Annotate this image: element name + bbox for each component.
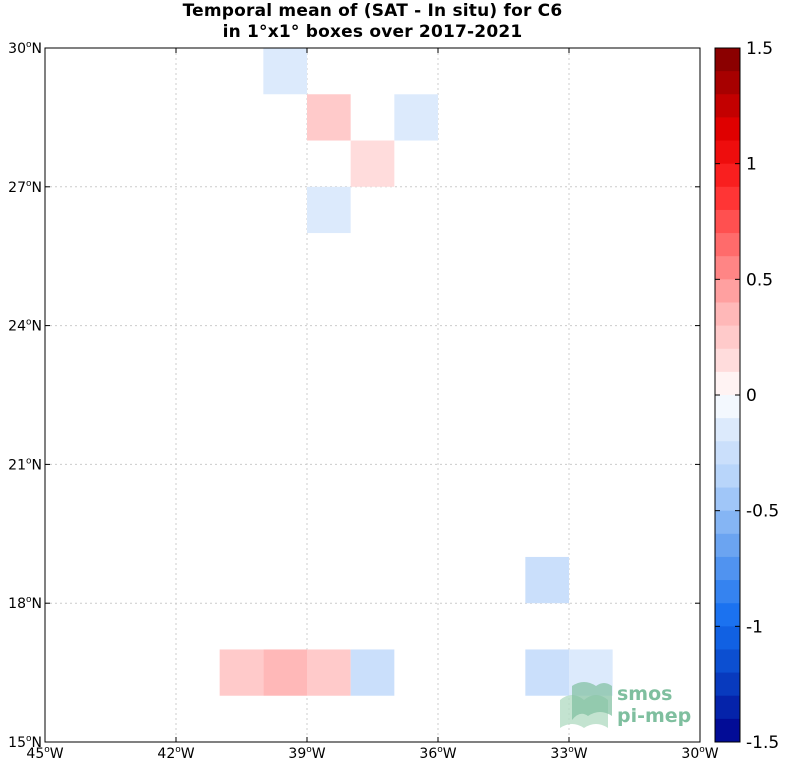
colorbar-tick-label: -0.5	[746, 502, 779, 522]
logo-graphic-2	[572, 682, 612, 720]
heatmap-cell	[307, 649, 351, 696]
colorbar-segment	[715, 603, 740, 627]
heatmap-cell	[263, 48, 307, 95]
y-tick-label: 24oN	[8, 318, 42, 335]
colorbar-segment	[715, 487, 740, 512]
heatmap-cell	[307, 94, 351, 141]
x-tick-label: 39oW	[288, 745, 325, 762]
colorbar-segment	[715, 510, 740, 535]
x-tick-label: 42oW	[157, 745, 194, 762]
colorbar: 1.5 1 0.5 0 -0.5 -1 -1.5	[714, 39, 779, 753]
plot-frame	[44, 47, 701, 743]
colorbar-segment	[715, 163, 740, 188]
colorbar-tick-label: 0.5	[746, 270, 773, 290]
colorbar-tick-label: 0	[746, 386, 757, 406]
logo-text-smos: smos	[617, 683, 672, 705]
colorbar-segment	[715, 418, 740, 442]
colorbar-segment	[715, 233, 740, 257]
colorbar-segment	[715, 48, 740, 72]
heatmap-cell	[307, 186, 351, 234]
y-tick-label: 18oN	[8, 595, 42, 612]
x-tick-label: 33oW	[550, 745, 587, 762]
heatmap-cell	[525, 556, 569, 604]
chart-title: Temporal mean of (SAT - In situ) for C6	[182, 1, 563, 21]
data-cells	[219, 48, 613, 696]
x-tick-label: 45oW	[26, 745, 63, 762]
colorbar-segment	[715, 441, 740, 465]
colorbar-tick-label: -1	[746, 617, 763, 637]
colorbar-segment	[715, 302, 740, 327]
y-tick-label: 15oN	[8, 734, 42, 751]
colorbar-segment	[715, 94, 740, 118]
colorbar-segment	[715, 140, 740, 165]
colorbar-segment	[715, 186, 740, 211]
heatmap-cell	[350, 649, 395, 696]
colorbar-segment	[715, 556, 740, 581]
y-tick-label: 21oN	[8, 456, 42, 473]
logo-text-pimep: pi-mep	[617, 705, 691, 727]
colorbar-segment	[715, 279, 740, 303]
y-tick-label: 27oN	[8, 179, 42, 196]
heatmap-cell	[394, 94, 438, 141]
colorbar-tick-label: -1.5	[746, 733, 779, 753]
chart-subtitle: in 1°x1° boxes over 2017-2021	[222, 22, 523, 42]
y-tick-label: 30oN	[8, 40, 42, 57]
grid-lines	[45, 48, 700, 742]
heatmap-cell	[525, 649, 569, 696]
colorbar-segment	[715, 395, 740, 419]
colorbar-segment	[715, 464, 740, 489]
colorbar-segment	[715, 371, 740, 396]
colorbar-tick-label: 1.5	[746, 39, 773, 59]
colorbar-segment	[715, 348, 740, 373]
colorbar-segment	[715, 580, 740, 604]
colorbar-segment	[715, 718, 740, 743]
colorbar-segment	[715, 325, 740, 350]
x-tick-label: 36oW	[419, 745, 456, 762]
colorbar-tick-label: 1	[746, 155, 757, 175]
colorbar-segment	[715, 672, 740, 697]
colorbar-segment	[715, 71, 740, 95]
heatmap-cell	[263, 649, 307, 696]
heatmap-cell	[219, 649, 264, 696]
heatmap-cell	[350, 140, 395, 187]
colorbar-segment	[715, 533, 740, 558]
x-tick-label: 30oW	[681, 745, 718, 762]
axis-ticks: 45oW 42oW 39oW 36oW 33oW 30oW 15oN 18oN 21oN 24oN…	[8, 40, 719, 762]
smos-pi-mep-logo: smos pi-mep	[560, 682, 691, 728]
colorbar-segment	[715, 626, 740, 650]
colorbar-segment	[715, 649, 740, 674]
colorbar-segment	[715, 256, 740, 280]
colorbar-segment	[715, 695, 740, 720]
colorbar-segment	[715, 117, 740, 142]
colorbar-segment	[715, 209, 740, 234]
